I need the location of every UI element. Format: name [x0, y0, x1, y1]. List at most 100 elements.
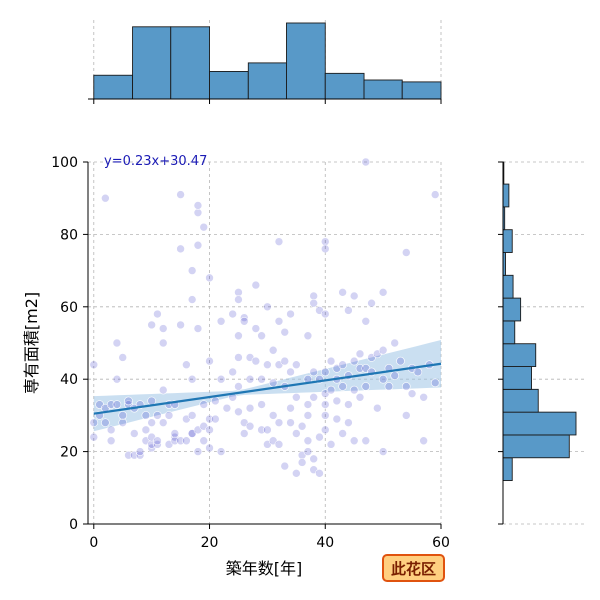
- scatter-point: [193, 201, 203, 210]
- scatter-point: [147, 418, 156, 427]
- scatter-point: [320, 411, 330, 420]
- scatter-point: [332, 396, 342, 406]
- scatter-point: [211, 414, 220, 424]
- scatter-point: [274, 237, 284, 246]
- scatter-point: [147, 396, 156, 406]
- scatter-point: [320, 367, 330, 377]
- scatter-point: [118, 418, 128, 427]
- y-hist-bar: [502, 343, 537, 367]
- x-hist-bar: [209, 70, 249, 100]
- regression-equation: y=0.23x+30.47: [104, 154, 207, 169]
- scatter-point: [141, 425, 151, 435]
- scatter-point: [361, 382, 371, 391]
- scatter-point: [280, 461, 290, 471]
- scatter-point: [199, 436, 209, 446]
- scatter-point: [413, 367, 423, 377]
- scatter-point: [419, 436, 428, 446]
- scatter-point: [280, 327, 290, 337]
- scatter-point: [158, 338, 168, 348]
- scatter-point: [245, 374, 255, 384]
- scatter-point: [338, 288, 347, 297]
- scatter-point: [320, 244, 330, 254]
- district-badge: 此花区: [382, 554, 445, 582]
- district-badge-label: 此花区: [391, 560, 436, 578]
- scatter-point: [274, 418, 284, 427]
- scatter-point: [430, 190, 440, 199]
- scatter-point: [193, 447, 203, 456]
- scatter-point: [309, 367, 318, 377]
- main-grid: [88, 161, 442, 525]
- scatter-point: [320, 309, 330, 319]
- scatter-point: [292, 429, 301, 438]
- scatter-point: [280, 356, 290, 366]
- scatter-point: [234, 295, 243, 304]
- y-tick-label: 20: [60, 445, 78, 461]
- scatter-point: [187, 266, 197, 275]
- scatter-point: [401, 411, 411, 420]
- scatter-point: [199, 222, 209, 232]
- scatter-point: [361, 436, 371, 446]
- scatter-point: [286, 309, 295, 319]
- scatter-point: [378, 374, 388, 384]
- scatter-point: [251, 280, 261, 290]
- regression-confidence-band: [93, 340, 441, 432]
- scatter-point: [193, 208, 203, 217]
- scatter-point: [112, 400, 122, 409]
- scatter-point: [245, 403, 255, 413]
- scatter-point: [320, 400, 330, 409]
- scatter-point: [153, 436, 162, 446]
- scatter-point: [378, 345, 388, 355]
- scatter-point: [401, 248, 411, 257]
- scatter-point: [251, 324, 261, 333]
- scatter-point: [309, 454, 318, 464]
- scatter-point: [390, 371, 400, 380]
- scatter-point: [176, 190, 185, 199]
- scatter-point: [118, 411, 128, 420]
- scatter-point: [234, 382, 243, 391]
- regression-line-group: [93, 362, 442, 415]
- scatter-point: [129, 429, 139, 438]
- scatter-point: [164, 411, 174, 420]
- scatter-point: [338, 360, 347, 370]
- scatter-point: [309, 392, 318, 402]
- scatter-point: [257, 400, 266, 409]
- scatter-point: [205, 273, 214, 283]
- district-badge-box: [382, 554, 445, 582]
- scatter-point: [193, 324, 203, 333]
- main-tick-labels: 0 20 40 60 0 20 40 60 80 100: [51, 155, 450, 551]
- scatter-point: [153, 411, 162, 420]
- y-hist-bar: [502, 274, 514, 299]
- scatter-point: [147, 320, 156, 330]
- scatter-point: [292, 360, 301, 370]
- scatter-point: [378, 288, 388, 297]
- scatter-point: [344, 418, 353, 427]
- y-hist-bar: [502, 388, 539, 413]
- scatter-point: [228, 309, 237, 319]
- scatter-point: [315, 432, 324, 442]
- scatter-point: [239, 316, 249, 326]
- scatter-point: [349, 385, 359, 395]
- scatter-point: [239, 313, 249, 322]
- scatter-point: [216, 447, 226, 456]
- scatter-point: [101, 193, 110, 203]
- scatter-point: [199, 400, 209, 409]
- scatter-point: [158, 324, 168, 333]
- scatter-point: [268, 411, 278, 420]
- scatter-point: [211, 396, 220, 406]
- x-marginal-histogram: [88, 20, 442, 104]
- scatter-point: [257, 374, 266, 384]
- scatter-point: [338, 382, 347, 391]
- scatter-point: [373, 403, 382, 413]
- x-tick-label: 0: [89, 535, 98, 551]
- scatter-point: [326, 356, 336, 366]
- y-hist-bar: [502, 457, 513, 482]
- y-tick-label: 80: [60, 227, 78, 243]
- scatter-point: [297, 421, 307, 431]
- scatter-point: [349, 291, 359, 301]
- scatter-point: [320, 237, 330, 246]
- scatter-point: [367, 298, 376, 308]
- scatter-point: [297, 458, 307, 467]
- confidence-band: [93, 340, 441, 432]
